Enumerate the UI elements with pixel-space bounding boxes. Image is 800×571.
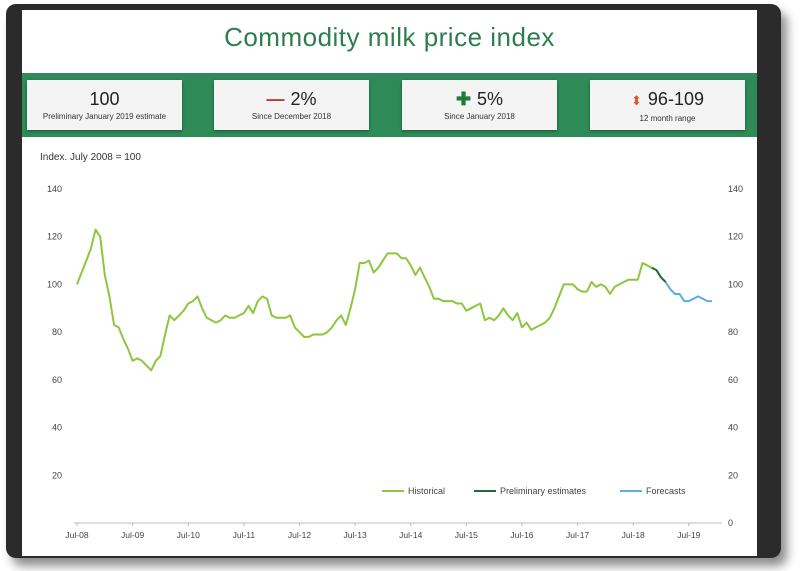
kpi-subtitle: Since January 2018 <box>444 112 515 121</box>
x-tick-label: Jul-10 <box>177 530 200 540</box>
plus-icon: ✚ <box>455 89 472 109</box>
y-tick-label-left: 20 <box>52 470 62 480</box>
slide: Commodity milk price index 100 Prelimina… <box>22 10 757 556</box>
y-tick-label-left: 100 <box>47 279 62 289</box>
kpi-card-monthly-change: —2% Since December 2018 <box>214 80 369 130</box>
y-tick-label-right: 140 <box>728 184 743 194</box>
kpi-subtitle: Since December 2018 <box>251 112 332 121</box>
x-tick-label: Jul-11 <box>233 530 256 540</box>
y-tick-label-right: 20 <box>728 470 738 480</box>
y-tick-label-left: 80 <box>52 327 62 337</box>
kpi-value: ⬍ 96-109 <box>631 89 704 109</box>
y-axis-label: Index. July 2008 = 100 <box>40 152 141 163</box>
kpi-value: —2% <box>266 89 317 109</box>
y-tick-label-right: 100 <box>728 279 743 289</box>
y-tick-label-right: 40 <box>728 423 738 433</box>
kpi-card-yearly-change: ✚ 5% Since January 2018 <box>402 80 557 130</box>
kpi-bar: 100 Preliminary January 2019 estimate —2… <box>22 73 757 137</box>
y-tick-label-right: 60 <box>728 375 738 385</box>
minus-icon: — <box>266 89 285 109</box>
x-tick-label: Jul-12 <box>288 530 311 540</box>
x-tick-label: Jul-14 <box>399 530 422 540</box>
x-tick-label: Jul-17 <box>566 530 589 540</box>
y-tick-label-left: 120 <box>47 232 62 242</box>
y-tick-label-left: 140 <box>47 184 62 194</box>
kpi-subtitle: Preliminary January 2019 estimate <box>42 112 167 121</box>
x-tick-label: Jul-19 <box>677 530 700 540</box>
y-tick-label-right: 120 <box>728 232 743 242</box>
series-line-forecasts <box>664 281 712 303</box>
y-tick-label-left: 40 <box>52 423 62 433</box>
y-ticks-left: 20 40 60 80 100 120 140 <box>47 184 62 480</box>
x-ticks: Jul-08 Jul-09 Jul-10 Jul-11 Jul-12 Jul-13 Jul-… <box>65 523 701 540</box>
page-title: Commodity milk price index <box>224 22 555 52</box>
kpi-subtitle: 12 month range <box>639 114 696 123</box>
y-tick-label-right: 0 <box>728 518 733 528</box>
y-tick-label-left: 60 <box>52 375 62 385</box>
legend-label: Preliminary estimates <box>500 486 587 496</box>
y-tick-label-right: 80 <box>728 327 738 337</box>
legend: Historical Preliminary estimates Forecasts <box>382 486 686 496</box>
kpi-value: ✚ 5% <box>455 89 504 109</box>
x-tick-label: Jul-08 <box>65 530 88 540</box>
legend-label: Forecasts <box>646 486 686 496</box>
series-lines <box>76 228 712 372</box>
legend-label: Historical <box>408 486 445 496</box>
x-tick-label: Jul-16 <box>510 530 533 540</box>
kpi-value: 100 <box>89 89 120 109</box>
milk-price-line-chart: Index. July 2008 = 100 20 40 60 80 100 120 140… <box>40 152 743 540</box>
series-line-preliminary-estimates <box>651 266 667 283</box>
kpi-card-current: 100 Preliminary January 2019 estimate <box>27 80 182 130</box>
series-line-historical <box>76 228 653 372</box>
up-down-arrows-icon: ⬍ <box>631 93 642 108</box>
y-ticks-right: 0 20 40 60 80 100 120 140 <box>728 184 743 528</box>
x-tick-label: Jul-18 <box>622 530 645 540</box>
x-tick-label: Jul-15 <box>455 530 478 540</box>
x-tick-label: Jul-13 <box>344 530 367 540</box>
kpi-card-range: ⬍ 96-109 12 month range <box>590 80 745 130</box>
x-tick-label: Jul-09 <box>121 530 144 540</box>
